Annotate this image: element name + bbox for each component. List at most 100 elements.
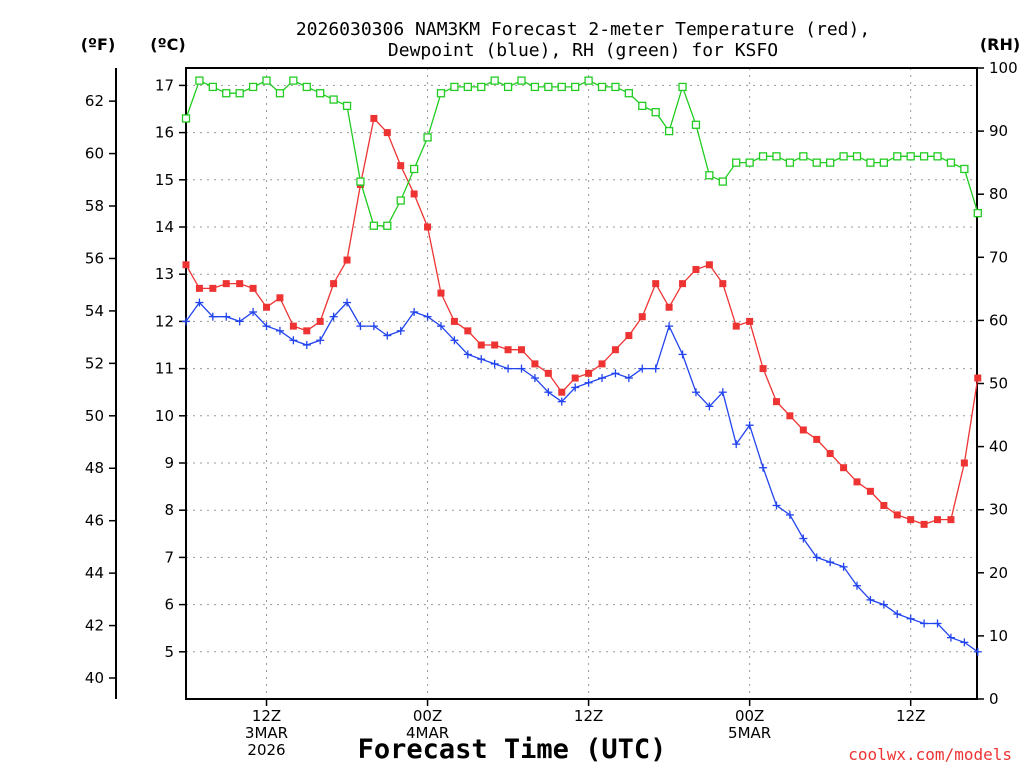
- temperature-point: [652, 280, 660, 288]
- rh-point: [557, 82, 566, 92]
- temperature-point: [383, 129, 391, 137]
- temperature-point: [222, 280, 230, 288]
- temperature-point: [558, 388, 566, 396]
- fahrenheit-tick-label: 50: [85, 407, 104, 425]
- dewpoint-point: [571, 383, 580, 392]
- rh-point: [624, 89, 634, 98]
- temperature-point: [343, 256, 351, 264]
- x-tick-label: 4MAR: [406, 724, 449, 742]
- rh-point: [745, 158, 754, 167]
- temperature-point: [732, 322, 740, 330]
- dewpoint-point: [182, 317, 190, 326]
- dewpoint-point: [812, 553, 821, 562]
- temperature-point: [518, 346, 525, 354]
- rh-tick-label: 100: [989, 59, 1018, 77]
- celsius-tick-label: 13: [155, 265, 174, 283]
- temperature-point: [907, 516, 915, 524]
- dewpoint-point: [946, 633, 955, 642]
- dewpoint-point: [960, 638, 969, 647]
- temperature-point: [746, 317, 754, 325]
- rh-tick-label: 90: [989, 122, 1008, 140]
- rh-point: [960, 164, 969, 174]
- rh-point: [181, 114, 191, 123]
- temperature-point: [316, 317, 324, 325]
- rh-point: [758, 152, 768, 161]
- dewpoint-point: [611, 369, 620, 378]
- rh-point: [718, 177, 727, 186]
- rh-point: [705, 171, 714, 180]
- rh-point: [503, 82, 513, 92]
- dewpoint-point: [289, 336, 298, 345]
- grid-lines: [186, 68, 977, 699]
- rh-point: [826, 158, 835, 167]
- rh-point: [423, 133, 432, 142]
- temperature-point: [679, 280, 687, 288]
- celsius-tick-label: 7: [164, 548, 174, 566]
- temperature-point: [571, 374, 579, 382]
- celsius-tick-label: 17: [155, 76, 174, 94]
- rh-tick-label: 80: [989, 185, 1008, 203]
- rh-point: [946, 158, 956, 167]
- rh-point: [611, 82, 620, 92]
- dewpoint-point: [920, 619, 929, 628]
- temperature-point: [759, 365, 767, 373]
- celsius-tick-label: 5: [164, 643, 174, 661]
- rh-tick-label: 70: [989, 248, 1008, 266]
- dewpoint-point: [866, 595, 875, 604]
- rh-point: [919, 152, 929, 161]
- watermark: coolwx.com/models: [848, 745, 1012, 764]
- celsius-tick-label: 6: [164, 596, 174, 614]
- series-temperature: [182, 114, 982, 528]
- dewpoint-point: [839, 562, 848, 571]
- temperature-point: [249, 284, 257, 292]
- temperature-point: [799, 426, 807, 434]
- temperature-point: [303, 327, 311, 335]
- temperature-point: [437, 289, 445, 297]
- rh-point: [571, 82, 580, 92]
- temperature-point: [692, 265, 700, 273]
- rh-point: [436, 89, 446, 98]
- dewpoint-point: [906, 614, 915, 623]
- dewpoint-point: [624, 374, 633, 383]
- fahrenheit-tick-label: 62: [85, 92, 104, 110]
- temperature-point: [209, 284, 217, 292]
- temperature-point: [397, 162, 405, 170]
- dewpoint-point: [302, 341, 311, 349]
- dewpoint-point: [410, 307, 419, 316]
- temperature-point: [638, 313, 646, 321]
- celsius-tick-label: 16: [155, 124, 174, 142]
- dewpoint-point: [759, 463, 768, 472]
- dewpoint-point: [316, 336, 325, 345]
- rh-point: [530, 82, 540, 92]
- temperature-point: [853, 478, 861, 486]
- temperature-point: [974, 374, 982, 382]
- fahrenheit-tick-label: 42: [85, 617, 104, 635]
- rh-point: [208, 82, 217, 92]
- rh-tick-label: 20: [989, 564, 1008, 582]
- rh-point: [195, 76, 204, 85]
- dewpoint-point: [275, 326, 284, 335]
- temperature-point: [786, 412, 794, 420]
- fahrenheit-tick-label: 48: [85, 459, 104, 477]
- temperature-point: [195, 284, 203, 292]
- temperature-point: [263, 303, 271, 311]
- temperature-point: [370, 114, 378, 122]
- temperature-point: [504, 346, 512, 354]
- dewpoint-point: [436, 322, 445, 331]
- x-tick-label: 00Z: [735, 707, 764, 725]
- rh-point: [289, 76, 298, 85]
- rh-point: [906, 152, 915, 161]
- dewpoint-point: [879, 600, 888, 609]
- temperature-point: [182, 261, 190, 269]
- temperature-point: [611, 346, 619, 354]
- temperature-point: [813, 435, 821, 443]
- celsius-tick-label: 12: [155, 312, 174, 330]
- celsius-tick-label: 10: [155, 407, 174, 425]
- rh-point: [973, 208, 982, 218]
- rh-point: [383, 221, 392, 230]
- rh-tick-label: 60: [989, 311, 1008, 329]
- dewpoint-point: [396, 326, 405, 335]
- temperature-point: [236, 280, 244, 288]
- dewpoint-point: [799, 534, 808, 543]
